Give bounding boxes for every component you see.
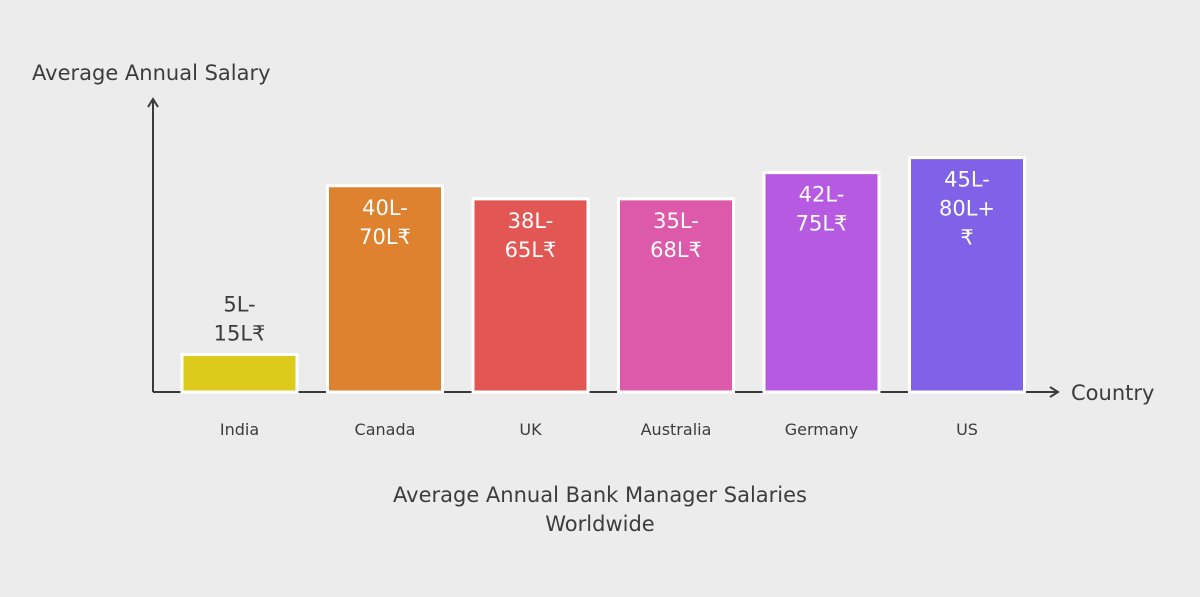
value-label-canada-line-2: 70L₹ — [359, 225, 411, 249]
category-label-uk: UK — [519, 420, 542, 439]
value-label-germany-line-2: 75L₹ — [796, 212, 848, 236]
value-label-us-line-1: 45L- — [944, 168, 990, 192]
bar-uk — [471, 197, 590, 394]
bar-canada — [326, 184, 444, 394]
y-axis-title: Average Annual Salary — [32, 61, 271, 85]
value-label-india-line-2: 15L₹ — [214, 322, 266, 346]
value-label-canada-line-1: 40L- — [362, 196, 408, 220]
value-label-uk-line-2: 65L₹ — [505, 238, 557, 262]
bar-australia — [617, 197, 735, 394]
value-label-australia-line-2: 68L₹ — [650, 238, 702, 262]
bar-germany — [762, 171, 881, 394]
category-label-us: US — [956, 420, 978, 439]
value-label-us-line-3: ₹ — [960, 226, 973, 250]
value-label-uk-line-1: 38L- — [508, 209, 554, 233]
bars-layer: 5L- 15L₹ India 40L- 70L₹ Canada 38L- 65L₹ UK 35L-… — [180, 156, 1026, 439]
bar-us — [908, 156, 1026, 394]
chart-title-line-1: Average Annual Bank Manager Salaries — [393, 483, 807, 507]
chart-title-line-2: Worldwide — [545, 512, 654, 536]
value-label-us-line-2: 80L+ — [939, 197, 995, 221]
value-label-germany-line-1: 42L- — [799, 183, 845, 207]
value-label-india-line-1: 5L- — [223, 293, 255, 317]
x-axis-title: Country — [1071, 381, 1154, 405]
category-label-australia: Australia — [641, 420, 712, 439]
category-label-india: India — [220, 420, 259, 439]
value-label-australia-line-1: 35L- — [653, 209, 699, 233]
category-label-canada: Canada — [355, 420, 416, 439]
bar-india — [180, 353, 299, 394]
category-label-germany: Germany — [785, 420, 859, 439]
